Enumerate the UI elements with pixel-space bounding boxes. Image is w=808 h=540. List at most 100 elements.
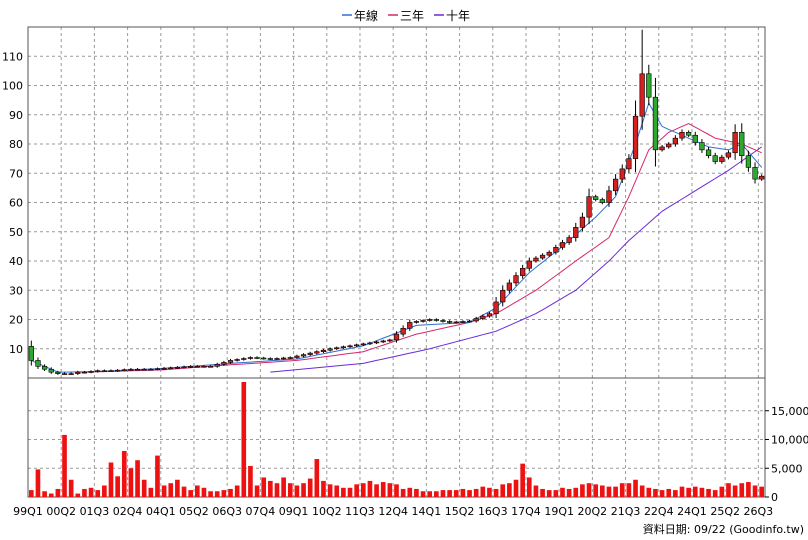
candle-body: [719, 156, 725, 162]
candle-body: [599, 199, 605, 203]
volume-bar: [692, 486, 698, 497]
candle-body: [168, 367, 174, 370]
candle-body: [234, 359, 240, 361]
candle-body: [347, 345, 353, 348]
volume-bar: [201, 487, 207, 497]
volume-bar: [487, 487, 492, 497]
candle-body: [679, 132, 685, 139]
candle-body: [81, 371, 88, 374]
y-tick-label: 40: [9, 255, 23, 268]
candle-body: [686, 132, 692, 136]
volume-bar: [473, 488, 479, 497]
y-tick-label: 30: [9, 284, 23, 297]
volume-bar: [460, 488, 466, 497]
candle-body: [566, 237, 572, 243]
volume-bar: [55, 488, 61, 497]
candle-body: [480, 315, 486, 319]
x-tick-label: 01Q3: [80, 505, 110, 518]
volume-bar: [387, 483, 393, 497]
volume-bar: [706, 488, 711, 497]
candle-body: [261, 357, 267, 360]
candle-body: [294, 355, 300, 358]
volume-bar: [334, 485, 340, 497]
candle-body: [214, 364, 220, 367]
y-tick-label: 90: [9, 109, 23, 122]
candle-body: [380, 340, 386, 343]
volume-bar: [453, 490, 459, 497]
volume-bar: [115, 476, 120, 497]
candle-body: [161, 367, 167, 370]
volume-bar: [719, 486, 725, 497]
x-tick-label: 11Q3: [345, 505, 375, 518]
candle-body: [360, 343, 366, 346]
candle-body: [745, 155, 752, 168]
candle-body: [506, 282, 512, 291]
candle-body: [520, 268, 526, 276]
volume-bar: [354, 484, 359, 497]
candle-body: [533, 257, 539, 262]
volume-bar: [447, 490, 452, 497]
volume-bar: [407, 487, 413, 497]
volume-bar: [380, 482, 386, 497]
candle-body: [101, 370, 107, 372]
candle-body: [41, 365, 48, 370]
candle-body: [48, 368, 54, 373]
volume-bar: [208, 491, 213, 497]
candle-body: [639, 73, 645, 117]
volume-bar: [155, 455, 160, 497]
y-tick-label: 100: [2, 80, 23, 93]
candle-body: [55, 371, 61, 374]
candle-body: [181, 366, 187, 369]
candle-body: [433, 319, 439, 321]
volume-bar: [646, 487, 652, 497]
volume-bar: [28, 490, 34, 497]
candle-body: [732, 132, 738, 154]
volume-bar: [221, 490, 227, 497]
x-tick-label: 15Q2: [445, 505, 475, 518]
candle-body: [314, 351, 320, 354]
volume-bar: [712, 490, 718, 497]
volume-bar: [526, 477, 532, 497]
volume-bar: [746, 482, 751, 497]
volume-bar: [301, 483, 306, 497]
volume-bar: [347, 487, 353, 497]
quarter-x-axis: 99Q1 00Q2 01Q3 02Q4 04Q1 05Q2 06Q3 07Q4 09Q1 10Q2…: [13, 505, 773, 518]
candle-body: [659, 146, 665, 151]
candle-body: [121, 369, 127, 372]
volume-bar: [673, 490, 678, 497]
volume-y-axis: 0 5,000 10,000 15,000: [765, 405, 808, 504]
y-tick-label: 110: [2, 50, 23, 63]
candle-body: [367, 342, 373, 345]
volume-bar: [679, 486, 685, 497]
volume-bar: [35, 469, 41, 497]
volume-bar: [194, 485, 200, 497]
volume-bar: [68, 479, 74, 497]
candle-body: [593, 196, 599, 200]
volume-bar: [281, 477, 286, 497]
candle-body: [340, 346, 347, 349]
volume-bar: [653, 488, 658, 497]
volume-bar: [752, 485, 758, 497]
candle-body: [539, 254, 546, 259]
candle-body: [387, 339, 393, 342]
candle-body: [287, 357, 293, 359]
candle-body: [632, 115, 639, 159]
candle-body: [115, 369, 121, 372]
x-tick-label: 06Q3: [212, 505, 242, 518]
candle-body: [300, 354, 307, 357]
volume-bar: [420, 491, 426, 497]
candle-body: [274, 358, 280, 360]
volume-bar: [321, 480, 326, 497]
candle-body: [61, 373, 68, 375]
volume-bar: [520, 463, 525, 497]
candle-body: [612, 178, 619, 192]
x-tick-label: 22Q4: [644, 505, 674, 518]
volume-bar: [400, 488, 406, 497]
candle-body: [440, 320, 446, 322]
volume-bar: [540, 488, 545, 497]
candle-body: [320, 349, 327, 352]
volume-bar: [168, 483, 174, 497]
volume-tick-label: 5,000: [771, 462, 803, 475]
x-tick-label: 25Q2: [710, 505, 740, 518]
